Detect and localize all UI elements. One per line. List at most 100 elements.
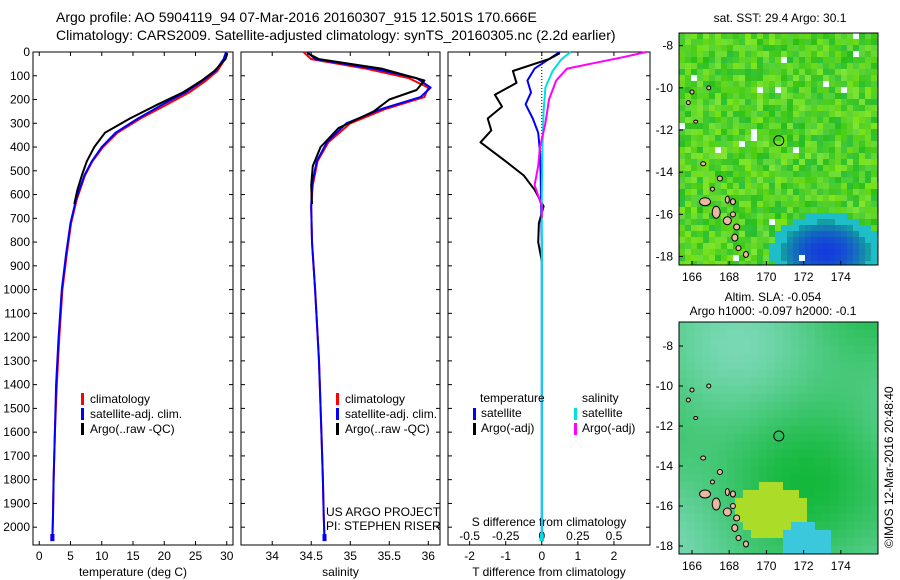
sst-map-cell (739, 255, 745, 261)
sla-map-cell (871, 418, 878, 426)
sst-map-cell (823, 63, 829, 69)
sst-map-cell (841, 141, 847, 147)
sla-map-cell (799, 538, 807, 546)
sst-map-cell (697, 87, 703, 93)
sla-map-cell (759, 402, 767, 410)
sst-map-cell (745, 243, 751, 249)
sst-map-cell (865, 111, 871, 117)
sst-map-cell (787, 165, 793, 171)
sst-map-cell (775, 39, 781, 45)
sst-map-cell (835, 165, 841, 171)
sla-map-cell (863, 490, 871, 498)
depth-tick-label: 1800 (3, 473, 30, 487)
sst-map-cell (799, 249, 805, 255)
sla-map-cell (775, 530, 783, 538)
sla-map-cell (679, 418, 687, 426)
difference-legend-header: temperature (480, 391, 545, 405)
sst-map-cell (703, 57, 709, 63)
sla-map-cell (839, 410, 847, 418)
sst-map-cell (769, 75, 775, 81)
sst-map-cell (721, 237, 727, 243)
sla-map-cell (847, 346, 855, 354)
sla-map-cell (807, 466, 815, 474)
sst-map-cell (793, 51, 799, 57)
sst-map-cell (751, 171, 757, 177)
temperature-legend-swatch (81, 408, 84, 420)
sst-map-cell (859, 225, 865, 231)
sla-map-cell (783, 474, 791, 482)
sst-map-cell (751, 195, 757, 201)
sla-map-cell (703, 458, 711, 466)
sst-map-cell (865, 117, 871, 123)
sdiff-tick-label: 0.5 (606, 529, 623, 543)
sla-map-cell (743, 450, 751, 458)
sla-map-cell (743, 490, 751, 498)
sst-map-cell (763, 81, 769, 87)
sla-map-cell (855, 522, 863, 530)
sst-map-cell (703, 231, 709, 237)
sst-map-cell (841, 63, 847, 69)
sst-map-cell (727, 255, 733, 261)
sst-map-cell (775, 111, 781, 117)
sst-map-cell (739, 51, 745, 57)
sla-map-island (685, 397, 691, 403)
sst-map-cell (829, 219, 835, 225)
sst-map-cell (841, 159, 847, 165)
sst-map-cell (757, 117, 763, 123)
sla-map-cell (823, 354, 831, 362)
sst-map-island (700, 161, 707, 167)
sst-map-cell (841, 147, 847, 153)
sst-map-cell (775, 219, 781, 225)
sst-map-cell (787, 63, 793, 69)
sst-map-cell (763, 207, 769, 213)
sst-map-cell (709, 141, 715, 147)
sst-map-cell (781, 189, 787, 195)
sst-map-cell (739, 123, 745, 129)
sst-map-cell (751, 129, 757, 135)
sdiff-tick-label: -0.25 (492, 529, 520, 543)
sla-map-cell (767, 522, 775, 530)
sla-map-cell (743, 330, 751, 338)
sst-map-cell (781, 99, 787, 105)
sst-map-cell (715, 69, 721, 75)
difference-legend-header: salinity (582, 391, 619, 405)
sla-map-cell (679, 362, 687, 370)
sla-map-cell (823, 418, 831, 426)
sst-map-cell (733, 111, 739, 117)
sla-map-cell (679, 354, 687, 362)
sla-map-cell (791, 338, 799, 346)
sst-map-cell (697, 129, 703, 135)
sla-map-cell (775, 474, 783, 482)
sla-map-cell (855, 426, 863, 434)
sla-map-cell (735, 458, 743, 466)
sla-map-cell (727, 362, 735, 370)
sla-map-cell (727, 466, 735, 474)
sst-map-cell (745, 111, 751, 117)
sla-map-cell (791, 426, 799, 434)
sla-map-cell (687, 442, 695, 450)
sla-map-cell (759, 530, 767, 538)
sla-map-cell (815, 530, 823, 538)
sla-map-cell (679, 482, 687, 490)
sst-map-cell (757, 105, 763, 111)
sst-map-cell (787, 111, 793, 117)
sla-map-cell (847, 490, 855, 498)
sla-map-cell (743, 506, 751, 514)
sst-map-cell (733, 147, 739, 153)
sla-map-cell (727, 378, 735, 386)
sst-map-cell (685, 69, 691, 75)
sst-map-cell (799, 141, 805, 147)
sla-map-frame (678, 321, 879, 555)
sst-map-cell (733, 189, 739, 195)
sst-map-cell (859, 51, 865, 57)
sst-map-cell (733, 255, 739, 261)
sst-map-cell (859, 255, 865, 261)
sst-map-cell (835, 237, 841, 243)
sst-map-cell (757, 165, 763, 171)
sst-map-cell (817, 135, 823, 141)
sst-map-cell (823, 183, 829, 189)
sst-map-cell (859, 207, 865, 213)
sla-map-cell (839, 378, 847, 386)
sst-map-cell (829, 207, 835, 213)
sst-map-cell (751, 123, 757, 129)
